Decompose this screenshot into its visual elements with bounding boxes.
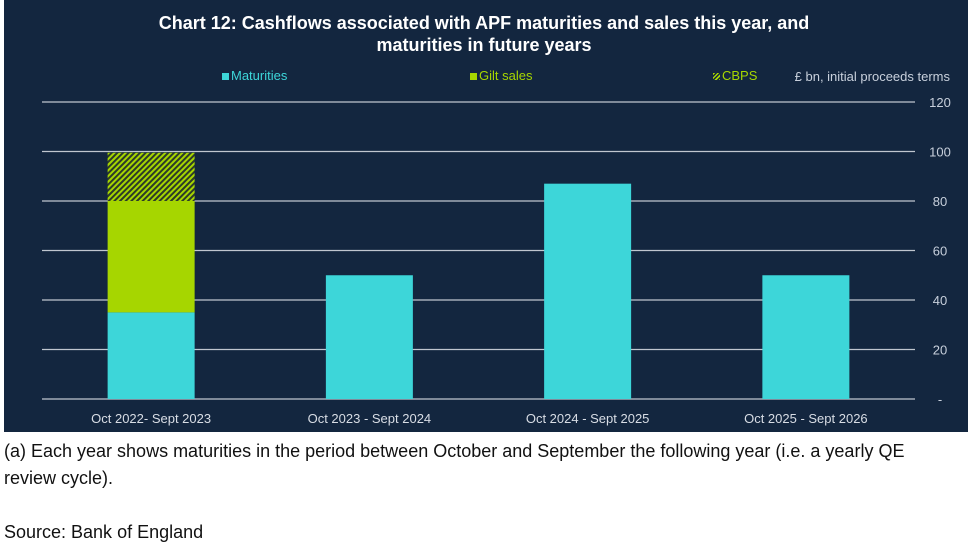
bar-maturities (762, 275, 850, 399)
legend-swatch (713, 73, 720, 80)
chart-title: Chart 12: Cashflows associated with APF … (0, 12, 968, 56)
x-tick-label: Oct 2022- Sept 2023 (91, 411, 211, 426)
legend-label: Gilt sales (479, 68, 533, 83)
bar-maturities (544, 183, 632, 399)
legend-swatch (222, 73, 229, 80)
title-line-1: Chart 12: Cashflows associated with APF … (158, 13, 810, 33)
bar-cbps (107, 152, 195, 201)
y-tick-label: 100 (929, 145, 951, 160)
legend-gilt-sales: Gilt sales (470, 68, 532, 83)
y-tick-label: 80 (933, 194, 947, 209)
footnote: (a) Each year shows maturities in the pe… (4, 441, 905, 488)
y-tick-label: - (938, 392, 942, 407)
legend-label: CBPS (722, 68, 758, 83)
x-tick-label: Oct 2024 - Sept 2025 (526, 411, 650, 426)
legend-swatch (470, 73, 477, 80)
y-tick-label: 40 (933, 293, 947, 308)
x-tick-label: Oct 2025 - Sept 2026 (744, 411, 868, 426)
bar-maturities (107, 312, 195, 399)
y-tick-label: 120 (929, 95, 951, 110)
bar-chart: - 20 40 60 80 100 120 Oct 2022- Sept 2023 Oct 20… (42, 95, 951, 426)
bar-maturities (325, 275, 413, 399)
legend-label: Maturities (231, 68, 288, 83)
y-tick-label: 20 (933, 343, 947, 358)
y-axis-label: £ bn, initial proceeds terms (794, 69, 950, 84)
bar-gilt-sales (107, 201, 195, 313)
title-line-2: maturities in future years (376, 35, 592, 55)
legend-cbps: CBPS (713, 68, 757, 83)
legend-maturities: Maturities (222, 68, 287, 83)
source: Source: Bank of England (4, 522, 204, 542)
x-tick-label: Oct 2023 - Sept 2024 (308, 411, 432, 426)
y-tick-label: 60 (933, 244, 947, 259)
